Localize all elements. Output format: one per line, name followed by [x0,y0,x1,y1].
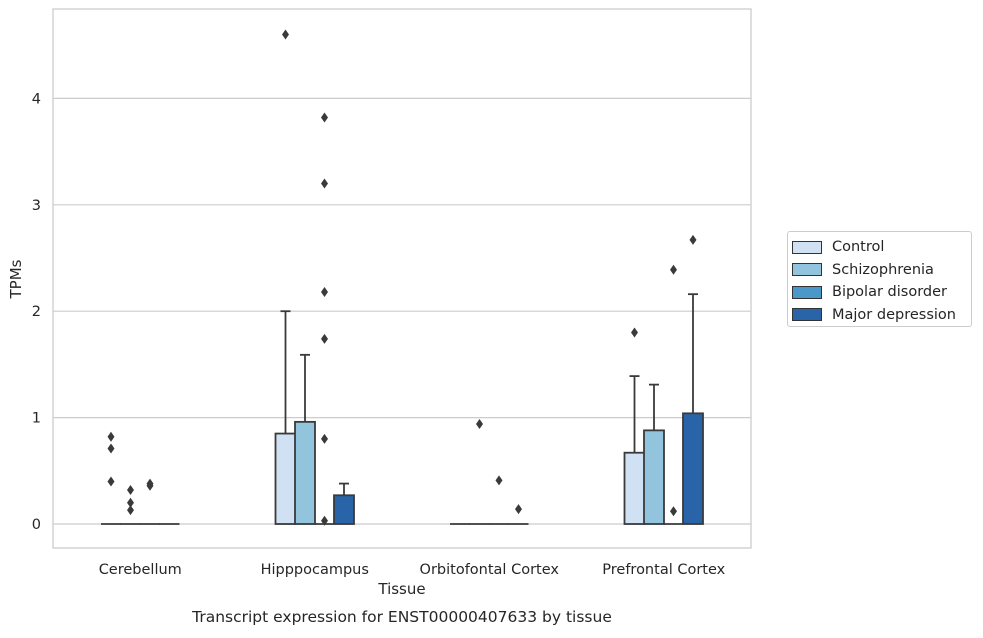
outlier-point-cerebellum-bipolar-disorder-1 [146,478,154,489]
y-tick-label-4: 4 [32,91,41,107]
outlier-point-hipppocampus-bipolar-disorder-2 [321,287,328,298]
outlier-point-cerebellum-schizophrenia-2 [127,505,134,516]
outlier-point-hipppocampus-bipolar-disorder-1 [321,178,328,189]
legend-label-schizophrenia: Schizophrenia [832,261,934,278]
legend-label-control: Control [832,239,885,256]
x-tick-label-prefrontal-cortex: Prefrontal Cortex [602,562,725,578]
y-tick-label-0: 0 [32,517,41,533]
chart-title: Transcript expression for ENST0000040763… [191,608,612,626]
outlier-point-hipppocampus-bipolar-disorder-0 [321,112,328,123]
x-tick-label-orbitofontal-cortex: Orbitofontal Cortex [420,562,560,578]
bars-layer [101,29,704,526]
outlier-point-hipppocampus-bipolar-disorder-3 [321,333,328,344]
legend: Control Schizophrenia Bipolar disorder M… [787,231,972,327]
bar-prefrontal-cortex-major-depression [682,412,704,525]
bar-hipppocampus-major-depression [333,494,355,525]
outlier-point-hipppocampus-control-0 [282,29,289,40]
y-tick-label-2: 2 [32,304,41,320]
legend-swatch-schizophrenia [792,263,822,277]
outlier-point-prefrontal-cortex-major-depression-0 [689,234,697,245]
outlier-point-cerebellum-control-1 [107,431,115,442]
outlier-point-prefrontal-cortex-bipolar-disorder-1 [670,506,677,517]
bar-hipppocampus-schizophrenia [294,420,316,525]
x-axis-label: Tissue [377,580,425,598]
outlier-point-orbitofontal-cortex-bipolar-disorder-0 [495,475,503,486]
y-axis-label: TPMs [7,259,25,299]
outlier-point-cerebellum-schizophrenia-1 [127,497,134,508]
legend-item-major-depression: Major depression [792,304,971,327]
outlier-point-prefrontal-cortex-bipolar-disorder-0 [670,264,677,275]
ticks-layer: 0 1 2 3 4 Cerebellum Hipppocampus Orbitofontal … [32,91,726,578]
bar-prefrontal-cortex-schizophrenia [643,429,665,525]
legend-swatch-control [792,240,822,254]
outlier-point-hipppocampus-bipolar-disorder-4 [321,433,328,444]
legend-label-major-depression: Major depression [832,306,956,323]
outlier-point-cerebellum-schizophrenia-0 [127,484,134,495]
outlier-point-orbitofontal-cortex-major-depression-0 [515,504,522,515]
legend-item-bipolar-disorder: Bipolar disorder [792,281,971,304]
outlier-point-cerebellum-control-2 [107,476,115,487]
bar-prefrontal-cortex-control [623,451,646,525]
outlier-point-prefrontal-cortex-control-0 [631,327,638,338]
legend-item-schizophrenia: Schizophrenia [792,259,971,282]
outlier-point-cerebellum-control-0 [107,443,115,454]
legend-swatch-major-depression [792,308,822,322]
outlier-point-hipppocampus-bipolar-disorder-5 [321,515,328,526]
legend-swatch-bipolar-disorder [792,285,822,299]
y-tick-label-1: 1 [32,411,41,427]
outlier-point-orbitofontal-cortex-schizophrenia-0 [476,418,483,429]
bar-hipppocampus-control [274,432,297,525]
legend-item-control: Control [792,236,971,259]
x-tick-label-cerebellum: Cerebellum [99,562,182,578]
x-tick-label-hipppocampus: Hipppocampus [261,562,369,578]
legend-label-bipolar-disorder: Bipolar disorder [832,284,947,301]
y-tick-label-3: 3 [32,198,41,214]
